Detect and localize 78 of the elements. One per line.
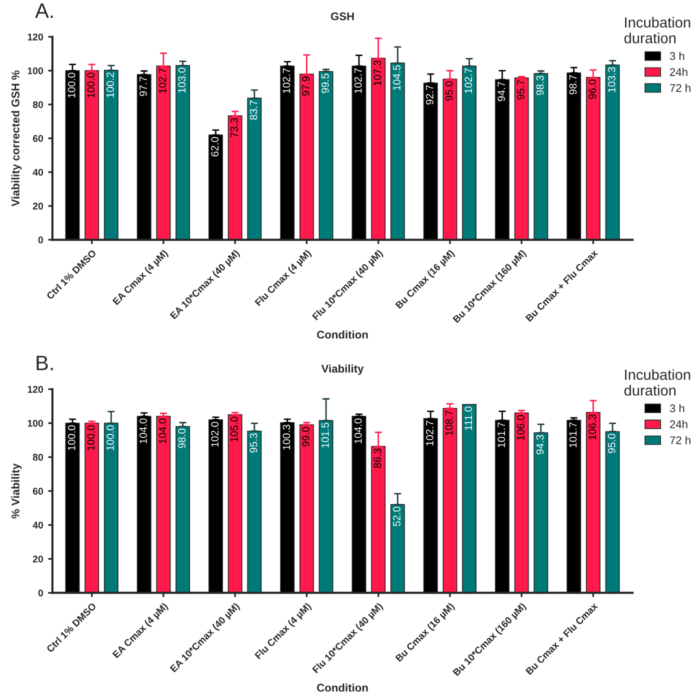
data-label: 100.0 — [87, 425, 95, 450]
data-label: 102.7 — [426, 420, 434, 446]
data-label: 97.7 — [140, 76, 147, 96]
y-tick-label: 0 — [38, 236, 43, 244]
data-label: 86.3 — [374, 448, 382, 468]
data-label: 92.7 — [426, 85, 434, 104]
chart-title: Viability — [321, 364, 364, 375]
legend-label: 3 h — [670, 52, 684, 60]
chart-title: GSH — [330, 12, 354, 20]
data-label: 101.5 — [321, 422, 329, 448]
legend-label: 24h — [670, 68, 688, 76]
data-label: 104.0 — [354, 418, 362, 444]
data-label: 102.7 — [354, 68, 362, 94]
data-label: 73.3 — [230, 118, 238, 138]
data-label: 98.0 — [178, 428, 186, 448]
data-label: 105.0 — [230, 416, 238, 442]
legend-label: 72 h — [670, 436, 690, 444]
data-label: 102.7 — [158, 68, 166, 94]
y-tick-label: 80 — [32, 454, 43, 461]
y-tick-label: 20 — [32, 556, 43, 563]
data-label: 102.7 — [282, 68, 290, 94]
data-label: 99.5 — [321, 74, 329, 93]
y-tick-label: 60 — [32, 488, 43, 495]
data-label: 103.3 — [608, 67, 616, 92]
data-label: 62.0 — [211, 137, 219, 156]
data-label: 100.0 — [87, 72, 95, 98]
y-tick-label: 80 — [32, 101, 43, 108]
data-label: 103.0 — [178, 68, 186, 93]
data-label: 106.3 — [588, 414, 596, 440]
data-label: 95.0 — [608, 434, 616, 454]
data-label: 95.0 — [445, 81, 453, 101]
data-label: 101.7 — [569, 422, 577, 448]
data-label: 106.0 — [516, 415, 524, 440]
data-label: 100.0 — [106, 425, 114, 450]
data-label: 96.0 — [588, 80, 596, 99]
x-axis-title: Condition — [317, 330, 368, 339]
x-axis-title: Condition — [317, 684, 368, 692]
y-tick-label: 120 — [28, 34, 43, 40]
data-label: 102.0 — [211, 422, 219, 447]
data-label: 95.3 — [250, 433, 258, 453]
data-label: 108.7 — [445, 410, 453, 436]
data-label: 100.3 — [282, 424, 290, 450]
data-label: 101.7 — [498, 422, 506, 448]
y-axis-title: % Viability — [11, 463, 22, 518]
y-tick-label: 60 — [32, 135, 43, 142]
data-label: 100.2 — [106, 72, 114, 98]
text: B. — [36, 356, 53, 370]
y-tick-label: 100 — [28, 67, 43, 74]
y-tick-label: 0 — [38, 590, 43, 596]
y-tick-label: 20 — [32, 202, 43, 210]
legend-label: 24h — [670, 420, 688, 428]
data-label: 102.7 — [464, 68, 472, 94]
data-label: 83.7 — [250, 100, 258, 120]
legend-label: 3 h — [670, 404, 684, 412]
y-tick-label: 100 — [28, 420, 43, 427]
data-label: 94.3 — [536, 434, 544, 454]
data-label: 98.7 — [569, 75, 577, 94]
text: A. — [35, 4, 53, 18]
data-label: 100.0 — [68, 425, 76, 450]
y-tick-label: 40 — [32, 168, 43, 176]
data-label: 100.0 — [68, 72, 76, 98]
data-label: 99.0 — [302, 426, 310, 446]
data-label: 95.7 — [516, 80, 524, 100]
y-tick-label: 40 — [32, 522, 43, 529]
legend-title: Incubation duration — [624, 16, 690, 44]
y-tick-label: 120 — [28, 386, 43, 393]
data-label: 104.0 — [158, 418, 166, 444]
data-label: 94.7 — [498, 82, 506, 102]
data-label: 104.5 — [393, 65, 400, 90]
legend-title: Incubation duration — [624, 369, 690, 396]
data-label: 107.3 — [374, 60, 382, 86]
data-label: 111.0 — [464, 406, 472, 430]
data-label: 97.9 — [302, 76, 310, 96]
legend-label: 72 h — [670, 84, 690, 92]
y-axis-title: Viability corrected GSH % — [11, 70, 22, 206]
data-label: 52.0 — [393, 506, 400, 526]
data-label: 104.0 — [140, 418, 147, 444]
data-label: 98.3 — [536, 76, 544, 96]
